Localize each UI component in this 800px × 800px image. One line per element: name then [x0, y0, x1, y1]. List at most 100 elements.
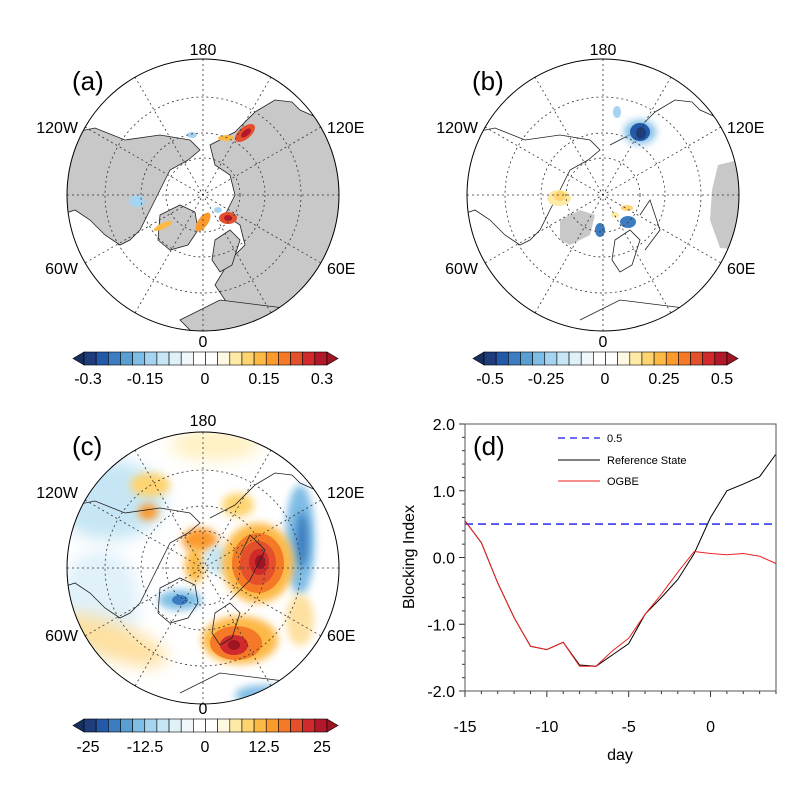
landmass-greenland	[157, 204, 199, 251]
lon-label-120w: 120W	[436, 120, 479, 137]
y-tick-label: 1.0	[433, 484, 455, 501]
panel-a: (a) 180 0 120W 120E 60W 60E -0.3 -0.15 0…	[36, 42, 364, 388]
colorbar-box	[580, 351, 594, 366]
lon-label-60w: 60W	[45, 261, 79, 278]
legend-label: 0.5	[607, 433, 622, 445]
lon-label-120w: 120W	[36, 485, 79, 502]
legend-label: Reference State	[607, 455, 687, 467]
colorbar-box	[544, 351, 558, 366]
colorbar-box	[302, 718, 316, 733]
lon-label-60w: 60W	[445, 261, 479, 278]
colorbar-box	[532, 351, 546, 366]
lon-label-120e: 120E	[327, 485, 364, 502]
colorbar-b-tick: 0.5	[711, 371, 733, 388]
colorbar-box	[83, 718, 97, 733]
colorbar-box	[617, 351, 631, 366]
colorbar-box	[290, 351, 303, 366]
colorbar-box	[217, 718, 231, 733]
lon-label-180: 180	[190, 42, 217, 59]
colorbar-box	[132, 351, 146, 366]
colorbar-box	[120, 351, 133, 366]
colorbar-box	[641, 351, 655, 366]
colorbar-box	[314, 718, 328, 733]
colorbar-box	[253, 718, 267, 733]
lon-label-120w: 120W	[36, 120, 79, 137]
map-a-field	[67, 59, 339, 331]
panel-a-label: (a)	[72, 66, 104, 96]
colorbar-box	[520, 351, 533, 366]
lon-label-60e: 60E	[327, 261, 355, 278]
colorbar-box	[132, 718, 146, 733]
colorbar-box	[95, 351, 109, 366]
colorbar-a-tick: -0.3	[74, 371, 102, 388]
grid-c	[67, 432, 339, 704]
colorbar-box	[605, 351, 618, 366]
y-tick-label: 2.0	[433, 417, 455, 434]
series-ogbe	[464, 520, 777, 667]
colorbar-box	[120, 718, 133, 733]
colorbar-c-tick: -25	[76, 739, 99, 756]
colorbar-box	[314, 351, 328, 366]
colorbar-box	[265, 351, 279, 366]
colorbar-box	[665, 351, 679, 366]
colorbar-a-tick: 0.3	[311, 371, 333, 388]
colorbar-b	[472, 351, 739, 366]
colorbar-box	[241, 351, 255, 366]
colorbar-box	[568, 351, 582, 366]
y-axis-label: Blocking Index	[401, 505, 418, 609]
y-tick-label: 0.0	[433, 551, 455, 568]
colorbar-box	[144, 351, 158, 366]
colorbar-box	[229, 718, 243, 733]
colorbar-b-tick: -0.25	[528, 371, 565, 388]
legend: 0.5 Reference State OGBE	[558, 433, 687, 488]
lon-label-180: 180	[190, 413, 217, 430]
grid-b	[467, 59, 739, 331]
colorbar-box	[629, 351, 643, 366]
lon-label-60e: 60E	[327, 628, 355, 645]
colorbar-box	[180, 718, 194, 733]
x-tick-label: -10	[535, 719, 558, 736]
colorbar-low-triangle	[72, 718, 85, 733]
colorbar-c-tick: -12.5	[127, 739, 164, 756]
colorbar-box	[483, 351, 497, 366]
legend-label: OGBE	[607, 476, 639, 488]
map-b-boundary	[466, 58, 740, 332]
colorbar-high-triangle	[326, 718, 339, 733]
colorbar-box	[180, 351, 194, 366]
colorbar-box	[278, 718, 291, 733]
colorbar-box	[108, 718, 121, 733]
colorbar-box	[205, 718, 218, 733]
map-a-boundary	[66, 58, 340, 332]
lon-label-0: 0	[199, 701, 208, 718]
colorbar-box	[302, 351, 316, 366]
landmass-north-america	[67, 127, 201, 246]
lon-label-0: 0	[599, 334, 608, 351]
colorbar-b-tick: 0.25	[648, 371, 679, 388]
colorbar-c-tick: 12.5	[248, 739, 279, 756]
panel-d-label: (d)	[473, 431, 505, 461]
map-c-field	[67, 432, 339, 704]
colorbar-box	[495, 351, 509, 366]
colorbar-box	[156, 718, 170, 733]
colorbar-box	[507, 351, 521, 366]
gray-mask-b	[487, 93, 739, 250]
x-tick-label: -15	[453, 719, 476, 736]
colorbar-box	[95, 718, 109, 733]
colorbar-high-triangle	[326, 351, 339, 366]
colorbar-a-tick: -0.15	[127, 371, 164, 388]
colorbar-c-tick: 25	[313, 739, 331, 756]
colorbar-a	[72, 351, 339, 366]
colorbar-box	[108, 351, 121, 366]
colorbar-a-tick: 0.15	[248, 371, 279, 388]
colorbar-box	[83, 351, 97, 366]
colorbar-box	[653, 351, 667, 366]
colorbar-box	[217, 351, 231, 366]
colorbar-box	[168, 718, 182, 733]
y-tick-label: -1.0	[427, 617, 455, 634]
y-tick-label: -2.0	[427, 684, 455, 701]
panel-c: (c) 180 0 120W 120E 60W 60E -25 -12.5 0 …	[36, 413, 364, 756]
map-c-boundary	[66, 431, 340, 705]
lon-label-120e: 120E	[327, 120, 364, 137]
colorbar-high-triangle	[726, 351, 739, 366]
